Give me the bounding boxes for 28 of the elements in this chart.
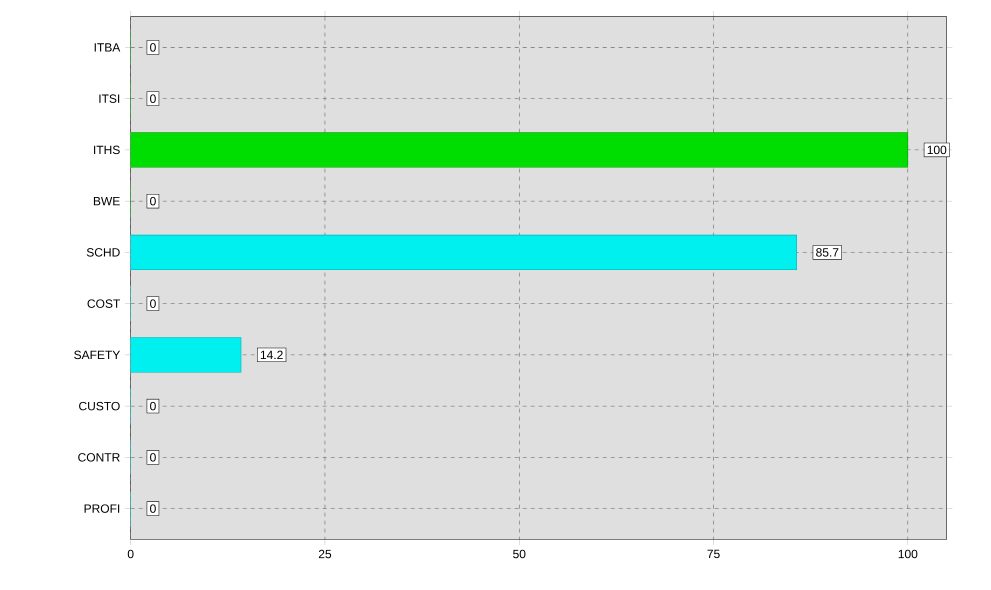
bar: [130, 337, 242, 372]
bar: [130, 234, 797, 270]
y-tick-label: ITHS: [94, 146, 120, 154]
y-tick-label: SCHD: [86, 248, 120, 257]
y-tick-label: CUSTO: [79, 402, 120, 410]
x-tick-label: 75: [707, 550, 720, 558]
data-label: 0: [150, 402, 156, 410]
y-tick-label: COST: [88, 299, 120, 308]
data-label: 100: [928, 146, 946, 154]
data-label: 0: [150, 453, 156, 462]
y-tick-label: PROFI: [84, 504, 120, 513]
y-tick-label: BWE: [94, 197, 120, 206]
x-tick-label: 25: [318, 550, 332, 558]
x-tick-label: 0: [128, 550, 134, 558]
data-label: 0: [150, 94, 156, 103]
y-tick-label: SAFETY: [74, 350, 120, 360]
data-label: 0: [150, 504, 156, 513]
data-label: 0: [150, 196, 156, 206]
data-label: 14.2: [260, 350, 283, 360]
y-tick-label: ITSI: [99, 94, 120, 103]
y-tick-label: CONTR: [78, 453, 120, 462]
y-tick-label: ITBA: [94, 43, 120, 52]
bar: [130, 132, 908, 168]
data-label: 85.7: [816, 248, 838, 257]
data-label: 0: [150, 43, 156, 52]
x-tick-label: 100: [898, 550, 918, 558]
x-tick-label: 50: [513, 550, 526, 558]
data-label: 0: [150, 299, 156, 308]
